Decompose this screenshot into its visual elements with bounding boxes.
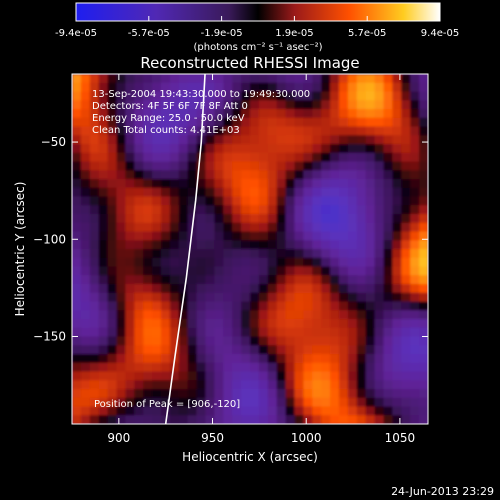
solar-limb-line (164, 74, 206, 424)
colorbar-tick-label: -9.4e-05 (55, 28, 97, 39)
annotation-line: Clean Total counts: 4.41E+03 (92, 125, 240, 136)
colorbar-tick-label: 9.4e-05 (421, 28, 459, 39)
colorbar: -9.4e-05 -5.7e-05 -1.9e-05 1.9e-05 5.7e-05 9.… (55, 2, 459, 53)
peak-position-label: Position of Peak = [906,-120] (94, 399, 240, 410)
y-tick-label: −150 (33, 330, 66, 344)
annotation-line: Detectors: 4F 5F 6F 7F 8F Att 0 (92, 101, 248, 112)
annotations: 13-Sep-2004 19:43:30.000 to 19:49:30.000… (92, 89, 310, 410)
x-tick-label: 950 (201, 431, 224, 445)
x-axis-ticks: 900 950 1000 1050 (107, 74, 415, 445)
y-axis-label: Heliocentric Y (arcsec) (13, 182, 27, 317)
x-tick-label: 1000 (291, 431, 322, 445)
y-tick-label: −50 (41, 135, 66, 149)
annotation-line: Energy Range: 25.0 - 50.0 keV (92, 113, 245, 124)
x-tick-label: 1050 (385, 431, 416, 445)
colorbar-ticks: -9.4e-05 -5.7e-05 -1.9e-05 1.9e-05 5.7e-05 9.… (55, 16, 459, 39)
colorbar-tick-label: -5.7e-05 (128, 28, 170, 39)
x-tick-label: 900 (107, 431, 130, 445)
footer-timestamp: 24-Jun-2013 23:29 (391, 485, 494, 498)
colorbar-unit-label: (photons cm⁻² s⁻¹ asec⁻²) (193, 42, 322, 53)
colorbar-tick-label: 1.9e-05 (275, 28, 313, 39)
chart-title: Reconstructed RHESSI Image (140, 54, 359, 72)
colorbar-tick-label: 5.7e-05 (348, 28, 386, 39)
plot-frame (71, 73, 429, 425)
annotation-line: 13-Sep-2004 19:43:30.000 to 19:49:30.000 (92, 89, 310, 100)
colorbar-gradient (75, 2, 441, 22)
heatmap-area (72, 74, 428, 424)
y-tick-label: −100 (33, 232, 66, 246)
y-axis-ticks: −50 −100 −150 (33, 135, 428, 344)
colorbar-tick-label: -1.9e-05 (201, 28, 243, 39)
x-axis-label: Heliocentric X (arcsec) (182, 450, 318, 464)
